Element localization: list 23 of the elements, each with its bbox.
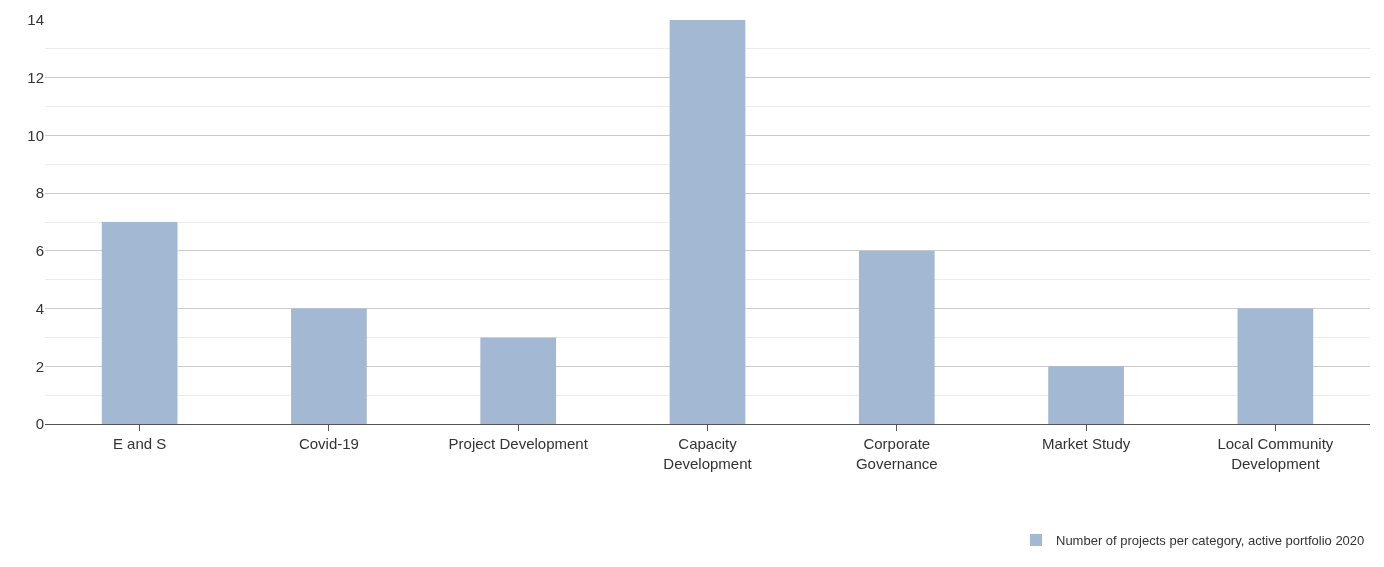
y-tick-label: 4: [35, 299, 44, 317]
x-tick-label: Capacity Development: [663, 435, 753, 472]
y-tick-label: 8: [35, 184, 44, 202]
x-tick-label: Project Development: [448, 435, 589, 452]
bar: [1048, 366, 1124, 424]
y-tick-label: 10: [27, 126, 44, 144]
x-tick-label: Corporate Governance: [855, 435, 938, 472]
y-tick-label: 12: [27, 68, 44, 86]
x-tick-label: Market Study: [1041, 435, 1131, 452]
x-tick-label: Covid-19: [298, 435, 359, 452]
legend-label: Number of projects per category, active portfolio 2020: [1056, 533, 1365, 549]
bar: [101, 222, 178, 424]
bar: [669, 20, 746, 424]
x-tick-label: Local Community Development: [1217, 435, 1334, 472]
y-tick-label: 6: [35, 242, 44, 260]
y-tick-label: 14: [27, 11, 44, 29]
bar: [291, 308, 367, 424]
bar: [858, 250, 935, 424]
bar: [480, 337, 557, 424]
x-tick-label: E and S: [112, 435, 167, 452]
y-tick-label: 0: [35, 415, 44, 433]
bar: [1237, 308, 1314, 424]
y-tick-label: 2: [35, 357, 44, 375]
